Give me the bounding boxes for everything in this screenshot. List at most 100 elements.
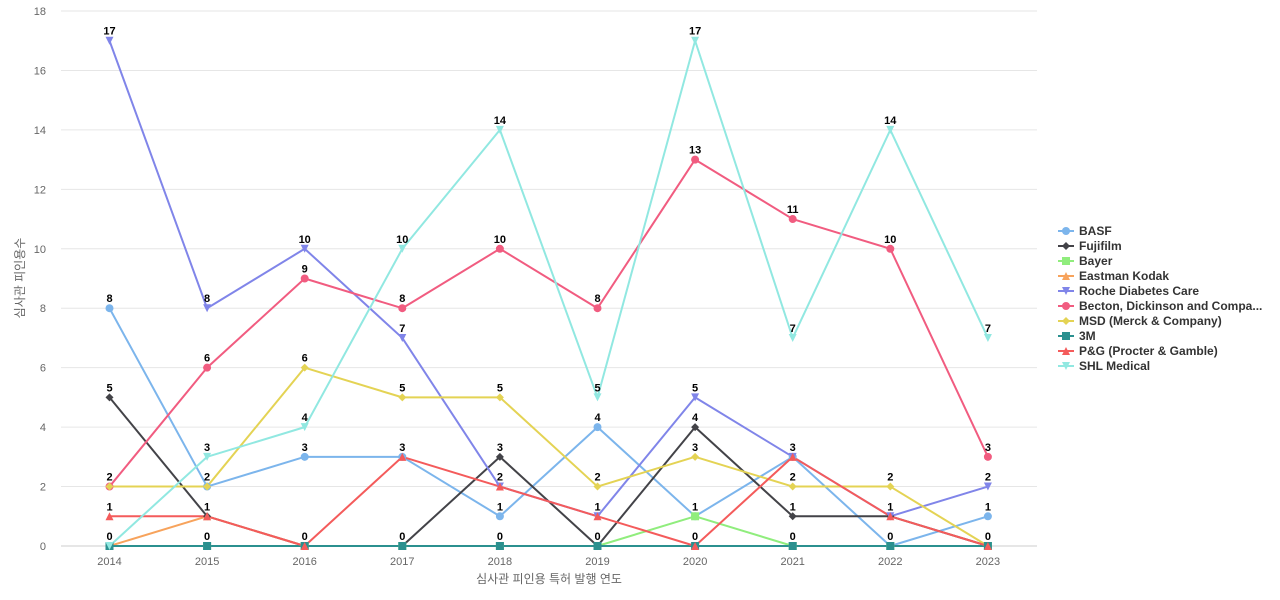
marker-circle (1062, 302, 1070, 310)
marker-circle (1062, 227, 1070, 235)
x-tick-label: 2016 (292, 556, 316, 568)
marker-square (593, 542, 602, 550)
legend-label: Becton, Dickinson and Compa... (1079, 299, 1262, 313)
marker-square (495, 542, 504, 550)
x-tick-label: 2018 (488, 556, 512, 568)
marker-diamond (1062, 317, 1070, 325)
x-tick-label: 2020 (683, 556, 707, 568)
marker-triangle (1062, 347, 1070, 355)
legend-label: P&G (Procter & Gamble) (1079, 344, 1218, 358)
marker-square (886, 542, 895, 550)
data-label: 4 (692, 412, 699, 424)
marker-diamond (495, 393, 504, 402)
legend-label: Bayer (1079, 254, 1113, 268)
marker-triangle-down (495, 125, 504, 134)
marker-triangle-down (398, 333, 407, 342)
legend-label: MSD (Merck & Company) (1079, 314, 1222, 328)
data-label: 10 (396, 234, 408, 246)
data-label: 8 (106, 293, 112, 305)
legend-item[interactable]: 3M (1058, 329, 1096, 343)
marker-diamond (105, 482, 114, 491)
marker-diamond (203, 482, 212, 491)
marker-diamond (691, 423, 700, 432)
marker-circle (398, 304, 407, 313)
data-label: 7 (985, 323, 991, 335)
marker-triangle-down (788, 333, 797, 342)
y-tick-label: 18 (34, 6, 46, 18)
data-label: 0 (497, 531, 503, 543)
legend-item[interactable]: Roche Diabetes Care (1058, 284, 1199, 298)
marker-triangle (105, 512, 114, 521)
legend-label: Eastman Kodak (1079, 269, 1169, 283)
data-label: 5 (497, 382, 503, 394)
series-line-2 (108, 515, 989, 547)
marker-triangle (495, 482, 504, 491)
data-label: 5 (106, 382, 112, 394)
data-label: 10 (299, 234, 311, 246)
grid-lines (61, 10, 1037, 547)
data-label: 3 (692, 442, 698, 454)
legend-item[interactable]: Bayer (1058, 254, 1113, 268)
legend-label: 3M (1079, 329, 1096, 343)
marker-triangle-down (105, 542, 114, 550)
legend-item[interactable]: Fujifilm (1058, 239, 1122, 253)
marker-circle (495, 244, 504, 253)
data-label: 13 (689, 145, 701, 157)
x-axis-title: 심사관 피인용 특허 발행 연도 (476, 571, 622, 586)
marker-triangle-down (398, 244, 407, 253)
data-label: 3 (497, 442, 503, 454)
data-label: 0 (985, 531, 991, 543)
data-label: 14 (884, 115, 897, 127)
data-label: 0 (399, 531, 405, 543)
series-markers (105, 36, 992, 550)
legend-item[interactable]: P&G (Procter & Gamble) (1058, 344, 1218, 358)
marker-circle (983, 512, 992, 521)
marker-triangle-down (983, 482, 992, 491)
y-tick-label: 4 (40, 422, 46, 434)
data-label: 1 (985, 501, 991, 513)
marker-triangle (593, 512, 602, 521)
legend-item[interactable]: Becton, Dickinson and Compa... (1058, 299, 1262, 313)
marker-triangle-down (300, 423, 309, 432)
marker-triangle (886, 512, 895, 521)
marker-triangle-down (203, 452, 212, 461)
marker-diamond (1062, 242, 1070, 250)
data-label: 0 (887, 531, 893, 543)
x-tick-label: 2019 (585, 556, 609, 568)
y-tick-label: 8 (40, 303, 46, 315)
legend-item[interactable]: MSD (Merck & Company) (1058, 314, 1222, 328)
data-label: 1 (594, 501, 600, 513)
legend-item[interactable]: BASF (1058, 224, 1112, 238)
marker-triangle-down (886, 125, 895, 134)
data-label: 0 (106, 531, 112, 543)
data-label: 7 (790, 323, 796, 335)
marker-triangle (203, 512, 212, 521)
data-label: 4 (594, 412, 601, 424)
marker-circle (983, 452, 992, 461)
marker-circle (300, 452, 309, 461)
marker-square (398, 542, 407, 550)
data-label: 8 (594, 293, 600, 305)
marker-triangle-down (1062, 287, 1070, 295)
marker-diamond (495, 452, 504, 461)
data-label: 2 (497, 472, 503, 484)
data-label: 3 (204, 442, 210, 454)
x-tick-label: 2022 (878, 556, 902, 568)
data-label: 6 (204, 353, 210, 365)
legend-item[interactable]: Eastman Kodak (1058, 269, 1169, 283)
data-label: 1 (106, 501, 112, 513)
series-lines (108, 39, 989, 547)
marker-circle (105, 304, 114, 313)
data-label: 3 (985, 442, 991, 454)
marker-circle (495, 512, 504, 521)
legend-label: Fujifilm (1079, 239, 1122, 253)
data-label: 0 (692, 531, 698, 543)
legend-item[interactable]: SHL Medical (1058, 359, 1150, 373)
data-label: 3 (790, 442, 796, 454)
data-label: 0 (302, 531, 308, 543)
data-label: 17 (689, 26, 701, 38)
y-tick-label: 2 (40, 482, 46, 494)
data-label: 10 (494, 234, 506, 246)
